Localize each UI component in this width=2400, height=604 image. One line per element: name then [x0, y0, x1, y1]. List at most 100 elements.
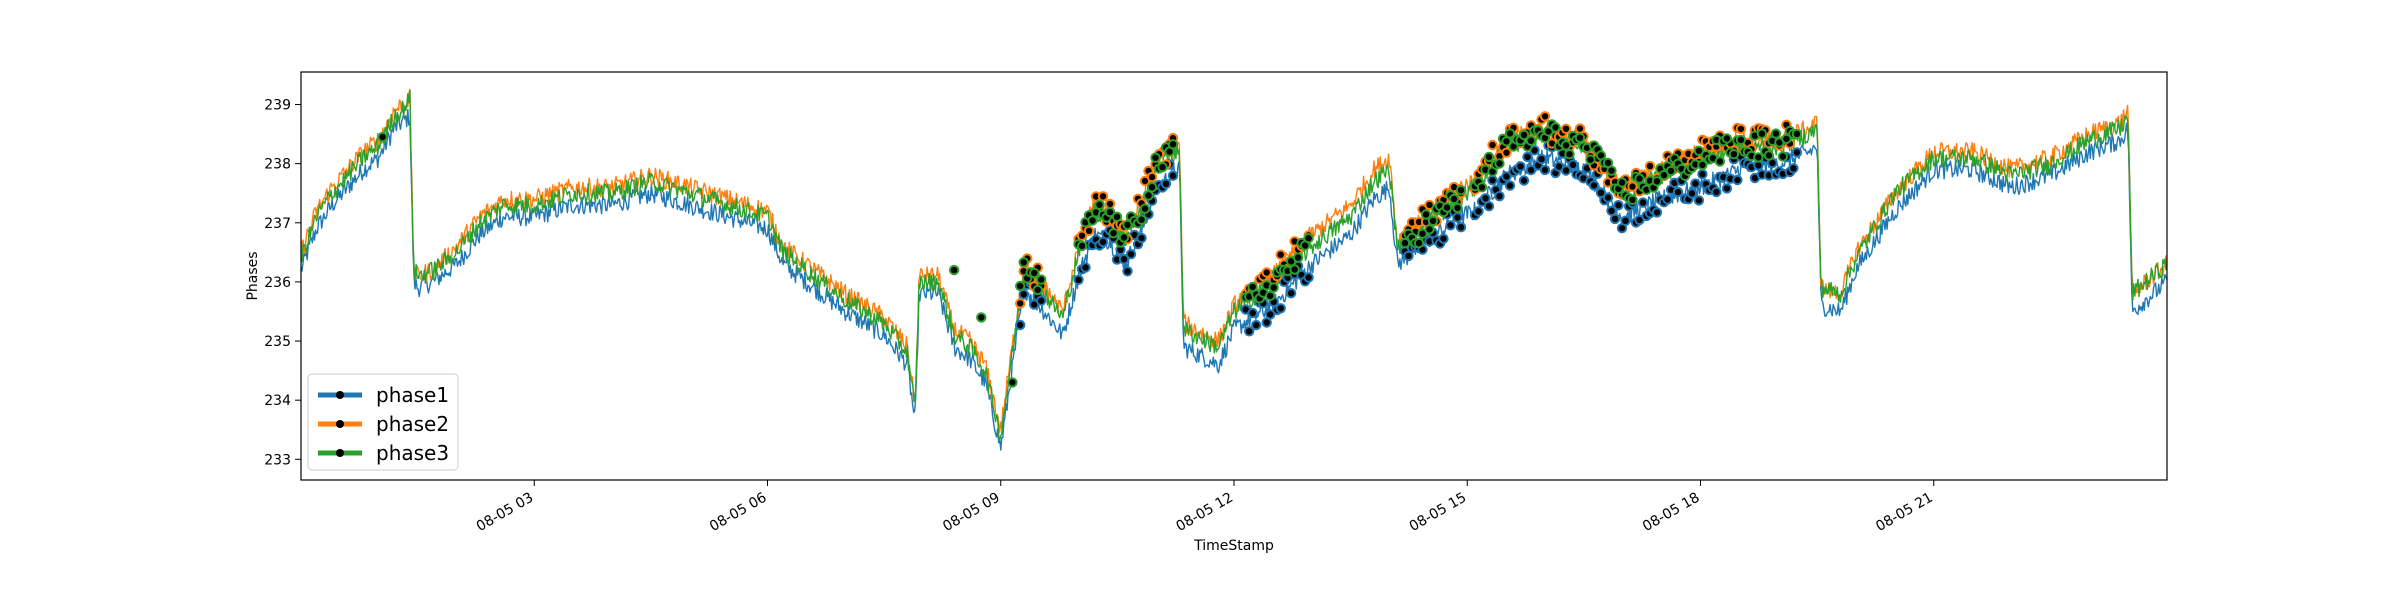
series-marker-phase1	[1732, 174, 1743, 186]
series-marker-phase1	[1504, 180, 1516, 191]
series-marker-phase1	[1251, 319, 1262, 331]
series-marker-phase1	[1518, 175, 1530, 186]
x-tick-label: 08-05 06	[707, 490, 770, 535]
series-marker-phase3	[1560, 140, 1572, 151]
y-tick-label: 237	[264, 216, 291, 232]
series-marker-phase1	[1560, 165, 1572, 176]
series-marker-phase3	[1150, 152, 1161, 163]
series-marker-phase3	[1399, 237, 1411, 249]
series-marker-phase1	[1483, 201, 1495, 212]
series-marker-phase1	[1588, 180, 1600, 191]
series-marker-phase1	[1455, 222, 1467, 233]
legend-marker-phase2	[336, 420, 344, 428]
series-marker-phase1	[1525, 164, 1537, 176]
series-marker-phase3	[1076, 240, 1088, 252]
series-marker-phase1	[1791, 147, 1803, 158]
series-marker-phase1	[1018, 289, 1029, 300]
series-marker-phase2	[1146, 171, 1158, 183]
series-marker-phase1	[1285, 288, 1297, 299]
series-marker-phase3	[1111, 211, 1123, 223]
series-marker-phase1	[1125, 249, 1137, 260]
legend-marker-phase3	[336, 449, 344, 457]
series-marker-phase1	[1522, 151, 1533, 163]
series-marker-phase3	[1029, 267, 1040, 279]
series-marker-phase3	[1167, 139, 1179, 150]
series-marker-phase1	[1275, 303, 1286, 314]
series-marker-phase1	[1160, 178, 1172, 190]
series-marker-phase2	[1627, 181, 1638, 192]
series-marker-phase2	[1501, 147, 1512, 158]
series-marker-phase3	[1483, 151, 1495, 163]
series-marker-phase1	[1620, 215, 1631, 227]
series-marker-phase3	[1550, 122, 1561, 133]
series-marker-phase2	[1735, 123, 1747, 135]
series-marker-phase2	[1275, 249, 1286, 260]
series-marker-phase3	[1735, 134, 1747, 146]
legend-marker-phase1	[336, 391, 344, 399]
series-marker-phase3	[1585, 154, 1596, 165]
series-marker-phase3	[1777, 151, 1789, 162]
series-marker-phase2	[1487, 139, 1498, 151]
x-axis-label: TimeStamp	[1193, 538, 1274, 554]
y-axis-label: Phases	[245, 251, 261, 300]
x-tick-label: 08-05 12	[1173, 490, 1236, 535]
y-tick-label: 233	[264, 452, 291, 468]
series-marker-phase1	[1136, 232, 1147, 244]
series-marker-phase3	[1136, 214, 1147, 225]
series-marker-phase1	[1265, 309, 1276, 320]
series-marker-phase3	[1420, 209, 1432, 220]
series-marker-phase3	[1791, 128, 1803, 140]
series-marker-phase3	[1427, 215, 1439, 227]
series-marker-phase1	[1445, 220, 1456, 231]
y-tick-label: 239	[264, 98, 291, 114]
series-marker-phase1	[1501, 171, 1512, 182]
series-marker-phase1	[1515, 161, 1526, 172]
series-marker-phase1	[1244, 326, 1255, 337]
series-marker-phase2	[1261, 267, 1272, 278]
series-marker-phase3	[1753, 152, 1764, 163]
legend-label-phase2: phase2	[376, 412, 449, 436]
series-marker-phase1	[1697, 169, 1708, 180]
series-marker-phase3	[1139, 203, 1151, 214]
series-marker-phase3	[1108, 228, 1119, 239]
series-marker-phase1	[1487, 175, 1498, 186]
series-marker-phase1	[1073, 274, 1084, 285]
series-marker-phase2	[1015, 298, 1026, 309]
series-marker-phase1	[1690, 178, 1701, 189]
series-marker-phase3	[1118, 232, 1130, 243]
series-marker-phase1	[1247, 307, 1258, 319]
series-marker-phase1	[1080, 262, 1091, 273]
series-marker-phase2	[1644, 160, 1656, 172]
series-marker-phase2	[1083, 225, 1095, 237]
series-marker-phase3	[1518, 129, 1530, 141]
series-marker-phase3	[1627, 194, 1638, 206]
series-marker-phase3	[1413, 237, 1425, 249]
series-marker-phase1	[1606, 205, 1617, 217]
y-tick-label: 234	[264, 393, 291, 409]
series-marker-phase3	[1770, 128, 1782, 139]
series-marker-phase1	[1672, 186, 1684, 198]
series-marker-phase3	[1268, 282, 1279, 293]
series-layer	[301, 88, 2167, 451]
series-marker-phase3	[1455, 185, 1467, 196]
series-marker-phase3	[1032, 284, 1043, 296]
y-tick-label: 238	[264, 157, 291, 173]
series-marker-phase3	[1634, 173, 1645, 184]
y-tick-label: 236	[264, 275, 291, 291]
series-marker-phase3	[1697, 159, 1708, 171]
series-marker-phase3	[1651, 176, 1663, 187]
series-marker-phase3	[1728, 149, 1740, 160]
y-axis: 233 234 235 236 237 238 239	[264, 98, 301, 468]
series-marker-phase1	[1536, 153, 1547, 165]
x-tick-label: 08-05 21	[1873, 490, 1936, 535]
series-marker-phase1	[1721, 183, 1733, 194]
series-marker-phase3	[1265, 290, 1276, 301]
series-marker-phase3	[1452, 202, 1463, 214]
series-marker-phase3	[1693, 145, 1705, 157]
series-marker-phase2	[1539, 111, 1551, 122]
series-marker-phase1	[1015, 319, 1026, 331]
series-marker-phase1	[1303, 272, 1314, 283]
series-marker-phase1	[1637, 197, 1649, 208]
